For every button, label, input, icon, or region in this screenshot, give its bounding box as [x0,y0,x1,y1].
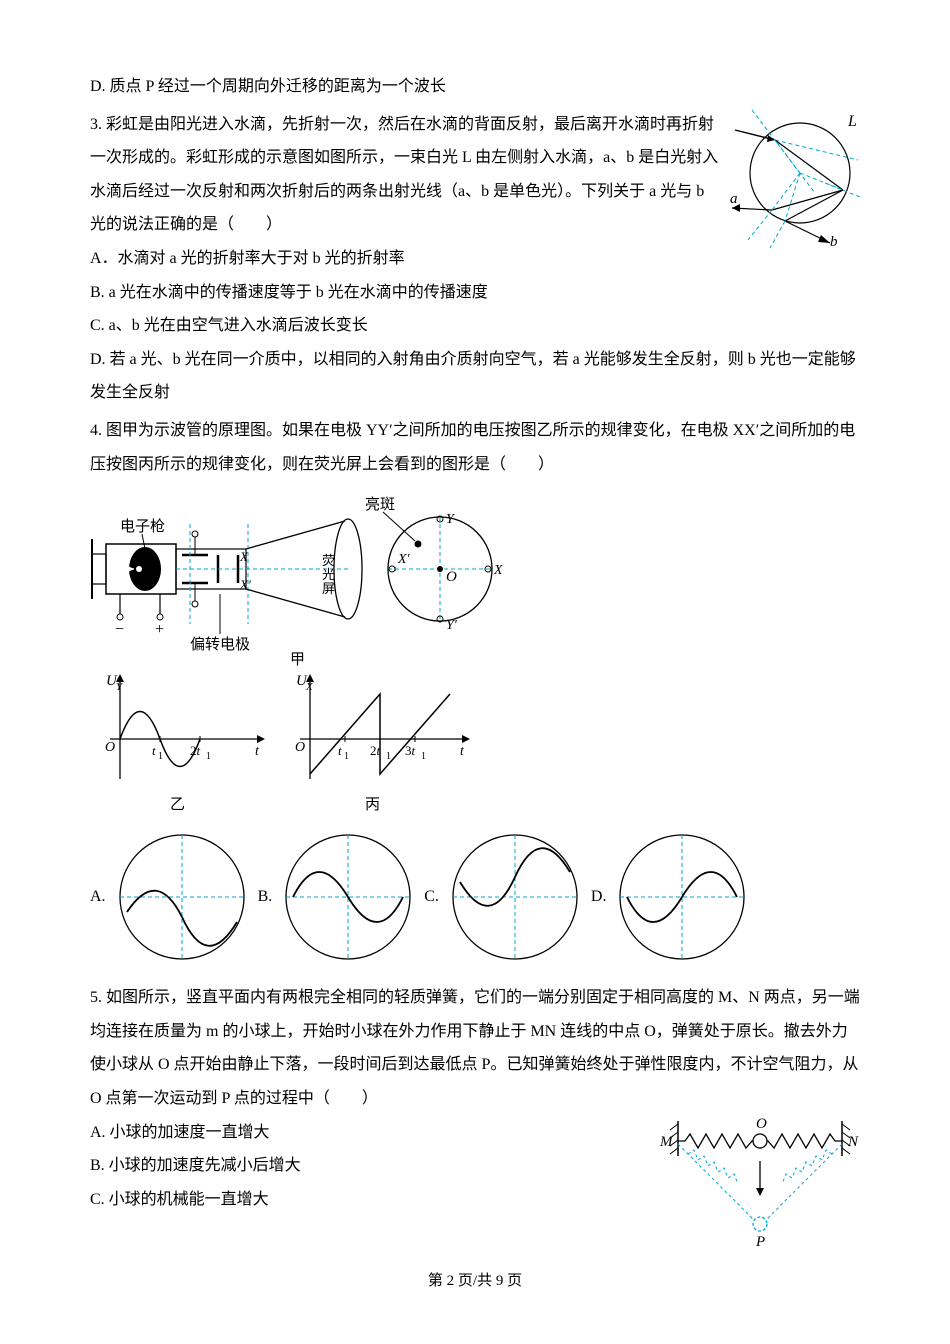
q4-choice-d [612,827,752,967]
q4-d-label: D. [591,880,607,914]
q4-a-label: A. [90,880,106,914]
svg-text:X: X [493,563,503,578]
q4-c-label: C. [424,880,439,914]
svg-text:2t: 2t [190,743,201,758]
q3-d: D. 若 a 光、b 光在同一介质中，以相同的入射角由介质射向空气，若 a 光能… [90,343,860,410]
svg-text:荧: 荧 [322,553,335,568]
svg-text:1: 1 [158,751,163,762]
q4-choice-a [112,827,252,967]
q5-a: A. 小球的加速度一直增大 [90,1116,650,1150]
svg-text:O: O [756,1116,767,1132]
q5-c: C. 小球的机械能一直增大 [90,1183,650,1217]
svg-text:O: O [105,740,115,755]
svg-text:X: X [305,681,314,693]
q2-option-d: D. 质点 P 经过一个周期向外迁移的距离为一个波长 [90,70,860,104]
svg-text:P: P [755,1234,765,1250]
q4-choice-c [445,827,585,967]
svg-text:亮斑: 亮斑 [365,496,395,513]
svg-text:X′: X′ [397,552,411,567]
svg-text:光: 光 [322,567,335,582]
svg-text:t: t [255,744,260,759]
svg-text:t: t [152,743,156,758]
q4-choices: A. B. C. D. [90,827,860,967]
svg-text:+: + [155,621,164,638]
svg-text:屏: 屏 [322,581,335,596]
q3-figure: L a b [730,108,860,248]
svg-text:偏转电极: 偏转电极 [190,636,250,653]
svg-text:Y: Y [116,681,124,693]
svg-text:1: 1 [386,751,391,762]
q4-b-label: B. [258,880,273,914]
svg-text:丙: 丙 [365,797,380,813]
q5-stem: 5. 如图所示，竖直平面内有两根完全相同的轻质弹簧，它们的一端分别固定于相同高度… [90,981,860,1115]
q4: 4. 图甲为示波管的原理图。如果在电极 YY′之间所加的电压按图乙所示的规律变化… [90,414,860,967]
svg-text:−: − [115,621,124,638]
svg-text:2t: 2t [370,743,381,758]
q4-choice-b [278,827,418,967]
svg-text:N: N [847,1134,859,1150]
svg-text:M: M [660,1134,674,1150]
svg-text:电子枪: 电子枪 [120,518,165,535]
q4-fig-jia: − + 电子枪 X X′ 荧 [90,489,520,669]
svg-text:乙: 乙 [170,797,185,813]
svg-text:3t: 3t [405,743,416,758]
svg-text:t: t [338,743,342,758]
svg-text:O: O [295,740,305,755]
q4-figures: − + 电子枪 X X′ 荧 [90,489,860,819]
q3-b: B. a 光在水滴中的传播速度等于 b 光在水滴中的传播速度 [90,276,860,310]
q5-figure: O M N P [660,1116,860,1256]
svg-text:Y′: Y′ [446,618,458,633]
q3: L a b 3. 彩虹是由阳光进入水滴，先折射一次，然后在水滴的背面反射，最后离… [90,108,860,410]
svg-text:1: 1 [206,751,211,762]
svg-text:1: 1 [421,751,426,762]
q5-b: B. 小球的加速度先减小后增大 [90,1149,650,1183]
q4-stem: 4. 图甲为示波管的原理图。如果在电极 YY′之间所加的电压按图乙所示的规律变化… [90,414,860,481]
q3-c: C. a、b 光在由空气进入水滴后波长变长 [90,309,860,343]
label-a: a [730,191,738,207]
label-L: L [847,113,857,130]
label-b: b [830,234,838,248]
q3-stem: 3. 彩虹是由阳光进入水滴，先折射一次，然后在水滴的背面反射，最后离开水滴时再折… [90,116,718,234]
svg-text:1: 1 [344,751,349,762]
q5: 5. 如图所示，竖直平面内有两根完全相同的轻质弹簧，它们的一端分别固定于相同高度… [90,981,860,1255]
q2-d-text: D. 质点 P 经过一个周期向外迁移的距离为一个波长 [90,78,446,95]
svg-text:O: O [446,569,457,585]
svg-text:t: t [460,744,465,759]
q4-fig-yibing: U Y O t t 1 2t 1 乙 U X O [90,669,490,819]
page-footer: 第 2 页/共 9 页 [90,1266,860,1298]
svg-text:甲: 甲 [290,652,305,668]
